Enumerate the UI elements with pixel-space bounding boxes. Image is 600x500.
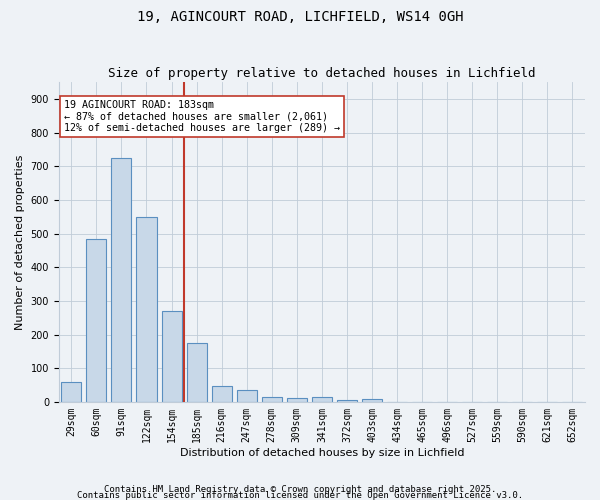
- Bar: [86, 238, 106, 402]
- Bar: [61, 382, 82, 402]
- Text: Contains public sector information licensed under the Open Government Licence v3: Contains public sector information licen…: [77, 490, 523, 500]
- Text: 19, AGINCOURT ROAD, LICHFIELD, WS14 0GH: 19, AGINCOURT ROAD, LICHFIELD, WS14 0GH: [137, 10, 463, 24]
- Bar: [112, 158, 131, 402]
- Bar: [236, 390, 257, 402]
- Bar: [136, 216, 157, 402]
- Bar: [262, 397, 282, 402]
- Bar: [287, 398, 307, 402]
- Text: 19 AGINCOURT ROAD: 183sqm
← 87% of detached houses are smaller (2,061)
12% of se: 19 AGINCOURT ROAD: 183sqm ← 87% of detac…: [64, 100, 340, 133]
- Bar: [187, 343, 206, 402]
- Bar: [212, 386, 232, 402]
- Bar: [362, 400, 382, 402]
- Bar: [337, 400, 357, 402]
- Bar: [161, 311, 182, 402]
- X-axis label: Distribution of detached houses by size in Lichfield: Distribution of detached houses by size …: [179, 448, 464, 458]
- Y-axis label: Number of detached properties: Number of detached properties: [15, 154, 25, 330]
- Title: Size of property relative to detached houses in Lichfield: Size of property relative to detached ho…: [108, 66, 536, 80]
- Bar: [312, 398, 332, 402]
- Text: Contains HM Land Registry data © Crown copyright and database right 2025.: Contains HM Land Registry data © Crown c…: [104, 484, 496, 494]
